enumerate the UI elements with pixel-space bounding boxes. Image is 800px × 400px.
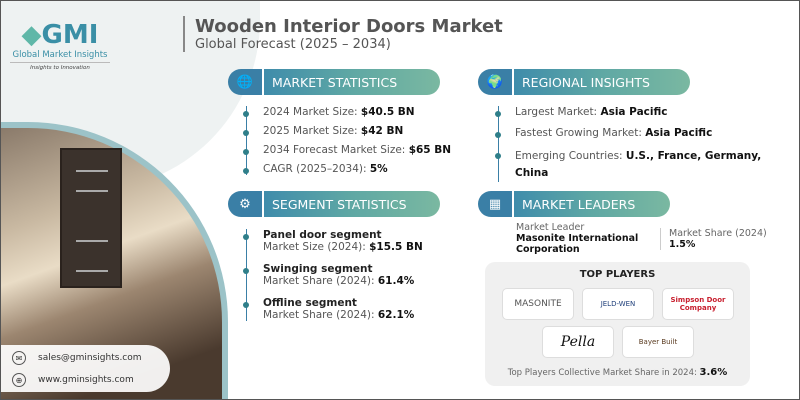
segment-item: Offline segment Market Share (2024): 62.1… — [247, 297, 456, 321]
mail-icon: ✉ — [12, 351, 26, 365]
segment-icon: ⚙ — [228, 191, 264, 217]
section-title: MARKET STATISTICS — [264, 69, 440, 95]
regional-insights-list: Largest Market: Asia Pacific Fastest Gro… — [498, 106, 768, 182]
segment-statistics-header: ⚙ SEGMENT STATISTICS — [228, 191, 440, 217]
market-statistics-header: 🌐 MARKET STATISTICS — [228, 69, 440, 95]
title: Wooden Interior Doors Market — [195, 16, 503, 37]
segment-item: Panel door segment Market Size (2024): $1… — [247, 229, 456, 253]
leader-label: Market Leader — [516, 222, 585, 233]
leader-name: Masonite International Corporation — [516, 233, 639, 255]
share-label: Market Share (2024) — [669, 228, 767, 239]
brand-tagline: Insights to Innovation — [30, 65, 90, 71]
stat-item: 2024 Market Size: $40.5 BN — [247, 106, 456, 118]
leaders-chart-icon: ▦ — [478, 191, 514, 217]
globe-icon: ⊕ — [12, 373, 26, 387]
gmi-logo: ◆GMI Global Market Insights Insights to … — [10, 20, 110, 71]
globe-chart-icon: 🌐 — [228, 69, 264, 95]
top-players-box: TOP PLAYERS MASONITE JELD-WEN Simpson Do… — [485, 262, 750, 386]
stat-item: 2025 Market Size: $42 BN — [247, 125, 456, 137]
leader-share: Market Share (2024) 1.5% — [660, 228, 785, 250]
share-value: 1.5% — [669, 239, 696, 250]
stat-item: 2034 Forecast Market Size: $65 BN — [247, 144, 456, 156]
logo-text: GMI — [41, 20, 99, 50]
logo-masonite: MASONITE — [502, 288, 574, 320]
market-statistics-list: 2024 Market Size: $40.5 BN 2025 Market S… — [246, 106, 456, 175]
logo-bayer-built: Bayer Built — [622, 326, 694, 358]
page-title: Wooden Interior Doors Market Global Fore… — [183, 16, 503, 52]
segment-statistics-list: Panel door segment Market Size (2024): $1… — [246, 229, 456, 321]
globe-icon: 🌍 — [478, 69, 514, 95]
top-players-title: TOP PLAYERS — [579, 269, 656, 280]
subtitle: Global Forecast (2025 – 2034) — [195, 37, 391, 52]
collective-share: Top Players Collective Market Share in 2… — [507, 367, 728, 378]
section-title: MARKET LEADERS — [514, 191, 670, 217]
contact-box: ✉ sales@gminsights.com ⊕ www.gminsights.co… — [0, 345, 170, 392]
market-leader: Market Leader Masonite International Cor… — [516, 222, 656, 255]
website-link[interactable]: ⊕ www.gminsights.com — [0, 369, 170, 391]
logo-pella: Pella — [542, 326, 614, 358]
segment-item: Swinging segment Market Share (2024): 61.… — [247, 263, 456, 287]
region-item: Emerging Countries: U.S., France, German… — [499, 148, 768, 182]
section-title: REGIONAL INSIGHTS — [514, 69, 690, 95]
logo-simpson: Simpson Door Company — [662, 288, 734, 320]
region-item: Largest Market: Asia Pacific — [499, 106, 768, 118]
logo-jeld-wen: JELD-WEN — [582, 288, 654, 320]
email-link[interactable]: ✉ sales@gminsights.com — [0, 347, 170, 369]
section-title: SEGMENT STATISTICS — [264, 191, 440, 217]
door-illustration — [60, 148, 122, 288]
region-item: Fastest Growing Market: Asia Pacific — [499, 127, 768, 139]
regional-insights-header: 🌍 REGIONAL INSIGHTS — [478, 69, 690, 95]
brand-name: Global Market Insights — [10, 50, 110, 63]
stat-item: CAGR (2025–2034): 5% — [247, 163, 456, 175]
market-leaders-header: ▦ MARKET LEADERS — [478, 191, 670, 217]
